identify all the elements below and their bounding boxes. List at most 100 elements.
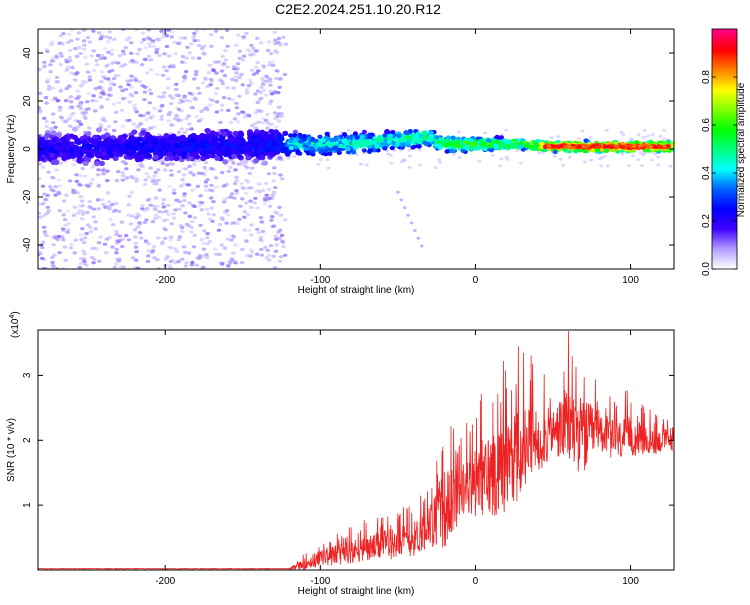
spectrogram-noise-point [187,201,192,205]
spectrogram-band-point [276,138,283,145]
spectrogram-noise-point [167,264,172,268]
colorbar-cell [712,219,737,222]
spectrogram-noise-point [222,73,228,77]
spectrogram-noise-point [646,134,651,138]
spectrogram-noise-point [83,116,88,120]
spectrogram-noise-point [49,42,54,47]
spectrogram-noise-point [51,243,56,247]
spectrogram-noise-point [116,170,121,174]
spectrogram-band-point [209,153,216,159]
colorbar-cell [712,139,737,142]
spectrogram-noise-point [150,220,156,224]
spectrogram-noise-point [187,214,192,218]
spectrogram-noise-point [93,109,98,113]
spectrogram-noise-point [90,99,95,103]
spectrogram-noise-point [147,42,152,46]
spectrogram-noise-point [87,199,92,204]
spectrogram-noise-point [221,96,227,100]
spectrogram-noise-point [49,127,54,131]
spectrogram-noise-point [195,39,201,43]
spectrogram-noise-point [166,77,171,81]
spectrogram-noise-point [346,129,351,133]
spectrogram-noise-point [136,168,141,172]
spectrogram-noise-point [272,190,277,194]
spectrogram-band-point [227,136,234,143]
colorbar-cell [712,137,737,140]
spectrogram-noise-point [161,94,166,99]
spectrogram-noise-point [144,218,149,222]
spectrogram-noise-point [147,101,152,105]
spectrogram-noise-point [237,94,242,98]
spectrogram-noise-point [65,40,71,45]
spectrogram-noise-point [253,92,258,96]
spectrogram-band-point [405,140,411,145]
spectrogram-band-point [512,144,519,149]
colorbar-cell [712,231,737,234]
spectrogram-noise-point [213,92,219,96]
spectrogram-noise-point [254,49,260,53]
spectrogram-band-point [479,141,485,147]
spectrogram-band-point [184,146,191,152]
spectrogram-noise-point [133,245,139,249]
spectrogram-band-point [94,161,101,167]
spectrogram-band-point [108,138,115,145]
snr-yscale-label: (x104) [9,311,21,338]
spectrogram-noise-point [263,74,268,78]
spectrogram-noise-point [556,135,561,139]
spectrogram-noise-point [104,251,109,255]
spectrogram-noise-point [233,261,238,265]
spectrogram-noise-point [200,266,205,269]
spectrogram-noise-point [156,178,161,182]
spectrogram-noise-point [186,251,192,255]
spectrogram-noise-point [162,168,168,172]
spectrogram-band-point [333,137,339,142]
spectrogram-noise-point [457,130,461,134]
spectrogram-noise-point [273,186,278,190]
spectrogram-noise-point [241,37,246,41]
spectrogram-noise-point [180,229,185,234]
spectrogram-noise-point [199,238,204,242]
spectrogram-noise-point [111,77,117,81]
spectrogram-band-point [199,132,206,139]
spectrogram-band-point [68,133,75,139]
spectrogram-noise-point [273,41,278,46]
colorbar-cell [712,79,737,82]
spectrogram-noise-point [515,149,519,152]
spectrogram-noise-point [438,160,442,164]
spectrogram-noise-point [111,102,117,106]
spectrogram-noise-point [254,65,259,69]
colorbar-cell [712,243,737,246]
spectrogram-noise-point [219,216,224,220]
spectrogram-noise-point [151,40,156,44]
spectrogram-noise-point [125,79,130,83]
spectrogram-noise-point [169,35,174,39]
spectrogram-noise-point [189,220,195,224]
spectrogram-noise-point [146,111,151,115]
spectrogram-noise-point [140,164,146,169]
spectrogram-noise-point [255,100,260,105]
spectrogram-noise-point [292,155,297,158]
spectrogram-noise-point [229,257,234,261]
spectrogram-noise-point [148,203,153,207]
spectrogram-band-point [323,148,329,153]
spectrogram-band-point [594,147,601,153]
spectrogram-band-point [223,141,230,147]
spectrogram-noise-point [160,202,166,206]
spectrogram-noise-point [126,213,131,217]
spectrogram-noise-point [82,114,87,118]
spectrogram-noise-point [268,83,273,87]
spectrogram-noise-point [153,196,158,200]
spectrogram-noise-point [76,211,81,215]
spectrogram-noise-point [100,198,105,202]
spectrogram-noise-point [119,64,124,69]
spectrogram-noise-point [82,43,87,47]
spectrogram-noise-point [197,119,202,123]
spectrogram-noise-point [274,77,279,81]
spectrogram-noise-point [127,194,132,198]
spectrogram-noise-point [364,163,369,167]
spectrogram-core-point [652,145,658,149]
spectrogram-noise-point [164,44,170,49]
colorbar-cell [712,151,737,154]
